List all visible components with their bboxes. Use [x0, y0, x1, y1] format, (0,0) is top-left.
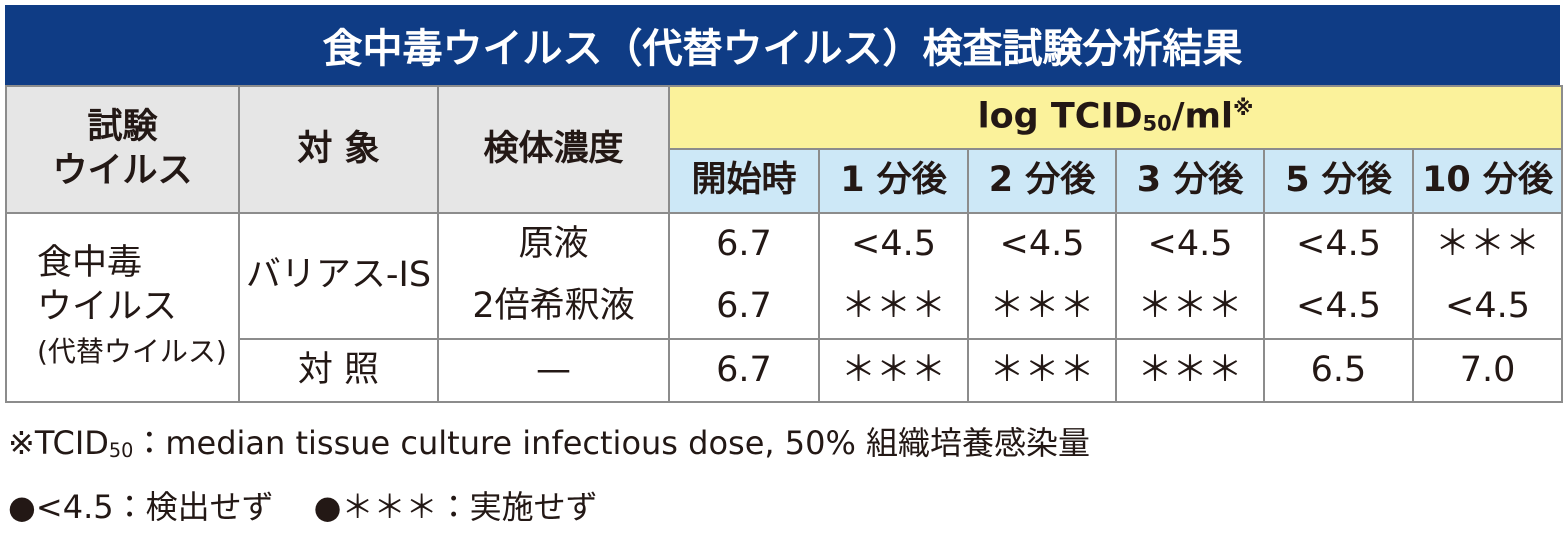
time-header: 開始時 [668, 148, 820, 214]
value-cell: 7.0 [1411, 338, 1564, 403]
unit-text: /ml [1171, 96, 1234, 137]
footnote-sub: 50 [108, 438, 134, 462]
value-cell: <4.5 [1263, 212, 1414, 276]
time-header: 2 分後 [967, 148, 1117, 214]
value-cell: <4.5 [1411, 276, 1564, 340]
table-title: 食中毒ウイルス（代替ウイルス）検査試験分析結果 [5, 5, 1560, 85]
target-cell: バリアス-IS [238, 212, 439, 340]
value-cell: 6.7 [668, 276, 820, 340]
footnote-text: ※TCID [8, 424, 109, 462]
value-cell: <4.5 [1263, 276, 1414, 340]
value-cell: ＊＊＊ [1115, 276, 1265, 340]
value-cell: ＊＊＊ [1115, 338, 1265, 403]
header-text: ウイルス [52, 150, 193, 191]
value-cell: ＊＊＊ [967, 338, 1117, 403]
value-cell: ＊＊＊ [818, 338, 969, 403]
virus-text: ウイルス [37, 286, 178, 327]
value-cell: <4.5 [967, 212, 1117, 276]
value-cell: ＊＊＊ [1411, 212, 1564, 276]
concentration-cell: 原液 [437, 212, 670, 276]
time-header: 5 分後 [1263, 148, 1414, 214]
unit-header: log TCID50/ml※ [667, 85, 1564, 150]
concentration-cell: — [437, 338, 670, 403]
footnote: ※TCID50：median tissue culture infectious… [8, 418, 1090, 464]
time-header: 10 分後 [1411, 148, 1564, 214]
target-cell: 対 照 [238, 338, 439, 403]
header-text: 試験 [87, 106, 158, 147]
concentration-cell: 2倍希釈液 [437, 276, 670, 340]
footnote: ●<4.5：検出せず ●＊＊＊：実施せず [8, 482, 598, 528]
virus-text: 食中毒 [37, 242, 143, 283]
footnote-text: ：median tissue culture infectious dose, … [133, 424, 1091, 462]
virus-text: (代替ウイルス) [37, 335, 227, 369]
results-table: 試験 ウイルス 対 象 検体濃度 log TCID50/ml※ 開始時 1 分後 2 … [5, 85, 1564, 403]
value-cell: ＊＊＊ [818, 276, 969, 340]
value-cell: 6.5 [1263, 338, 1414, 403]
virus-cell: 食中毒 ウイルス (代替ウイルス) [5, 212, 240, 403]
value-cell: 6.7 [668, 338, 820, 403]
legend-item: ●＊＊＊：実施せず [313, 488, 598, 526]
value-cell: ＊＊＊ [967, 276, 1117, 340]
time-header: 3 分後 [1115, 148, 1265, 214]
unit-sub: 50 [1142, 112, 1172, 137]
value-cell: 6.7 [668, 212, 820, 276]
legend-item: ●<4.5：検出せず [8, 488, 274, 526]
unit-text: log TCID [977, 96, 1143, 137]
value-cell: <4.5 [1115, 212, 1265, 276]
header-cell: 検体濃度 [437, 85, 670, 214]
header-cell: 試験 ウイルス [5, 85, 240, 214]
time-header: 1 分後 [818, 148, 969, 214]
unit-mark: ※ [1233, 96, 1254, 121]
value-cell: <4.5 [818, 212, 969, 276]
header-cell: 対 象 [238, 85, 439, 214]
